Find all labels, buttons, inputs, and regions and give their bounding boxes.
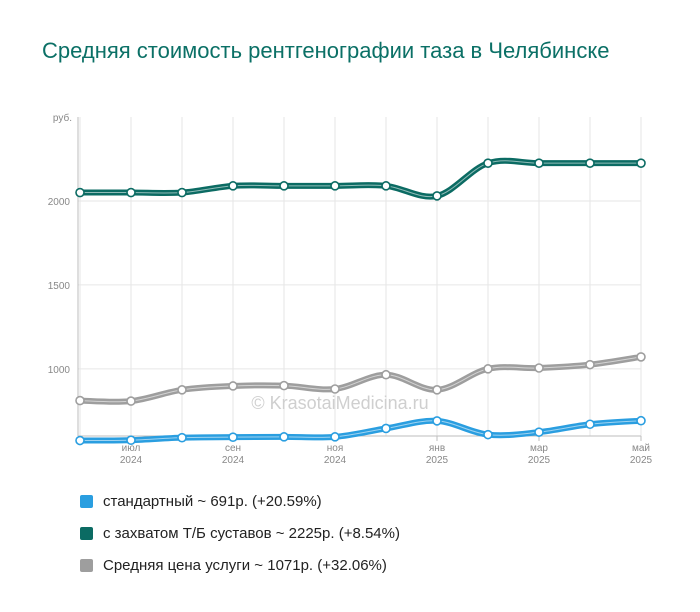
x-tick-label-year: 2025 — [630, 455, 653, 466]
legend-item: с захватом Т/Б суставов ~ 2225р. (+8.54%… — [80, 517, 400, 549]
y-tick-label: 1000 — [48, 365, 71, 376]
legend-label: с захватом Т/Б суставов ~ 2225р. (+8.54%… — [103, 524, 400, 542]
data-point — [534, 363, 544, 373]
legend-swatch — [80, 494, 93, 508]
data-point — [381, 181, 391, 191]
x-tick-label-year: 2025 — [426, 455, 449, 466]
x-tick-label-month: июл — [122, 443, 141, 454]
chart-title: Средняя стоимость рентгенографии таза в … — [42, 38, 610, 63]
data-point — [75, 395, 85, 406]
data-point — [432, 385, 442, 395]
data-point — [483, 158, 493, 168]
data-point — [126, 396, 136, 406]
x-tick-label-year: 2024 — [222, 455, 245, 466]
legend-swatch — [80, 558, 93, 572]
data-point — [636, 158, 646, 168]
data-point — [330, 181, 340, 191]
data-point — [75, 187, 85, 198]
data-point — [279, 380, 289, 391]
data-point — [75, 435, 85, 446]
series-2 — [75, 157, 646, 201]
data-point — [381, 423, 391, 434]
data-point — [534, 427, 544, 437]
data-point — [279, 432, 289, 442]
data-point — [483, 364, 493, 374]
data-point — [126, 435, 136, 445]
y-tick-label: 2000 — [48, 197, 71, 208]
data-point — [177, 187, 187, 198]
series-1 — [75, 415, 646, 446]
data-point — [381, 369, 391, 380]
x-tick-label-year: 2025 — [528, 455, 551, 466]
data-point — [585, 359, 595, 370]
data-point — [228, 181, 238, 191]
series — [75, 157, 646, 446]
legend-swatch — [80, 526, 93, 540]
legend-label: Средняя цена услуги ~ 1071р. (+32.06%) — [103, 556, 387, 574]
legend-label: стандартный ~ 691р. (+20.59%) — [103, 492, 322, 510]
data-point — [636, 352, 646, 362]
x-tick-label-year: 2024 — [120, 455, 143, 466]
series-line — [77, 417, 644, 444]
data-point — [636, 415, 646, 426]
x-tick-label-year: 2024 — [324, 455, 347, 466]
x-tick-label-month: мар — [530, 443, 548, 454]
x-tick-label-month: янв — [429, 443, 445, 454]
series-line — [77, 157, 644, 200]
x-tick-label-month: май — [632, 443, 650, 454]
line-chart: 100015002000руб.июл2024сен2024ноя2024янв… — [48, 112, 653, 466]
data-point — [279, 181, 289, 191]
data-point — [432, 191, 442, 201]
data-point — [432, 416, 442, 426]
data-point — [483, 429, 493, 440]
data-point — [177, 432, 187, 443]
data-point — [228, 432, 238, 442]
y-tick-label: 1500 — [48, 281, 71, 292]
data-point — [330, 432, 340, 442]
watermark: © KrasotaiMedicina.ru — [251, 393, 428, 413]
data-point — [534, 158, 544, 168]
data-point — [585, 419, 595, 430]
legend-item: Средняя цена услуги ~ 1071р. (+32.06%) — [80, 549, 400, 581]
data-point — [177, 385, 187, 395]
x-tick-label-month: ноя — [327, 443, 344, 454]
legend: стандартный ~ 691р. (+20.59%) с захватом … — [80, 485, 400, 581]
data-point — [585, 158, 595, 168]
grid — [78, 117, 642, 436]
data-point — [330, 384, 340, 394]
data-point — [228, 381, 238, 391]
y-unit-label: руб. — [53, 112, 72, 124]
x-tick-label-month: сен — [225, 443, 241, 454]
legend-item: стандартный ~ 691р. (+20.59%) — [80, 485, 400, 517]
series-3 — [75, 352, 646, 406]
data-point — [126, 187, 136, 198]
